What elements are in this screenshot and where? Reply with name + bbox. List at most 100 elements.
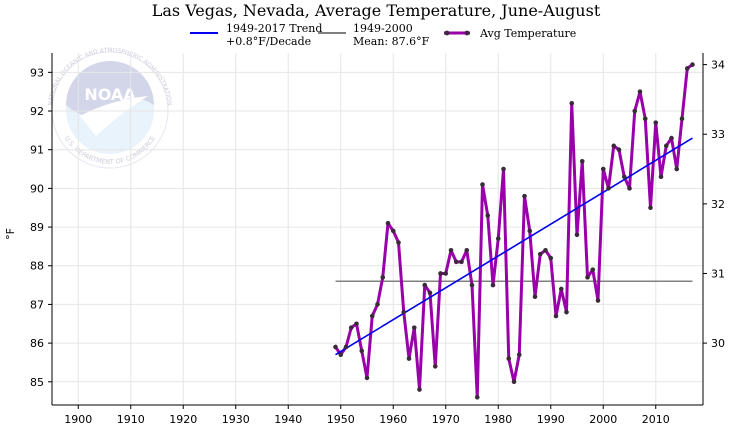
data-point — [558, 286, 564, 292]
y-tick-label: 86 — [30, 337, 44, 350]
data-point — [354, 321, 359, 327]
data-point — [453, 259, 459, 265]
data-point — [406, 356, 412, 361]
data-point — [375, 302, 380, 307]
data-point — [438, 271, 443, 276]
data-point — [663, 143, 669, 149]
data-point — [390, 228, 396, 234]
data-point — [422, 282, 428, 288]
data-point — [364, 375, 370, 381]
x-tick-label: 2010 — [642, 413, 670, 426]
data-point — [474, 394, 480, 400]
data-point — [684, 66, 690, 71]
legend-series-label: Avg Temperature — [479, 27, 576, 40]
legend: 1949-2017 Trend +0.8°F/Decade 1949-2000 … — [190, 22, 576, 48]
data-point — [338, 352, 344, 358]
data-point — [459, 259, 464, 265]
legend-trend-label-1: 1949-2017 Trend — [226, 22, 322, 35]
data-point — [653, 120, 659, 125]
data-point — [464, 247, 470, 253]
data-point — [574, 232, 580, 238]
data-point — [485, 213, 491, 218]
y-tick-label: 90 — [30, 182, 44, 195]
data-point — [569, 100, 575, 106]
y2-tick-label: 33 — [711, 128, 725, 141]
x-tick-label: 1910 — [117, 413, 145, 426]
x-tick-label: 2000 — [589, 413, 617, 426]
data-point — [380, 275, 386, 280]
data-point — [669, 135, 674, 141]
legend-series-marker-right — [464, 30, 470, 36]
x-tick-label: 1900 — [64, 413, 92, 426]
legend-series-marker-left — [444, 30, 450, 36]
data-point — [679, 116, 685, 122]
plot-area — [333, 62, 695, 400]
data-point — [417, 387, 422, 392]
data-point — [411, 325, 417, 330]
data-point — [579, 159, 585, 164]
x-tick-label: 1920 — [169, 413, 197, 426]
data-point — [553, 313, 559, 319]
chart-title: Las Vegas, Nevada, Average Temperature, … — [152, 1, 601, 20]
x-tick-label: 1940 — [274, 413, 302, 426]
data-point — [480, 182, 485, 187]
trend-line — [335, 137, 693, 356]
y-tick-label: 87 — [30, 298, 44, 311]
data-point — [690, 62, 695, 67]
data-point — [401, 309, 407, 315]
y-tick-label: 93 — [30, 66, 44, 79]
data-point — [532, 294, 538, 299]
data-point — [427, 290, 433, 296]
data-point — [537, 251, 543, 257]
data-point — [522, 193, 527, 199]
x-tick-label: 1950 — [327, 413, 355, 426]
data-point — [658, 174, 664, 180]
data-point — [495, 236, 501, 241]
data-point — [432, 364, 438, 369]
data-point — [506, 356, 512, 361]
data-point — [385, 220, 391, 226]
data-point — [637, 89, 643, 94]
axes: 1900 1910 1920 1930 1940 1950 1960 1970 1980 1990… — [30, 53, 725, 426]
data-point — [369, 313, 375, 319]
y-tick-label: 92 — [30, 105, 44, 118]
data-point — [600, 166, 606, 172]
x-tick-label: 1930 — [222, 413, 250, 426]
legend-mean-label-2: Mean: 87.6°F — [353, 35, 430, 48]
x-tick-label: 1990 — [537, 413, 565, 426]
data-point — [396, 240, 401, 245]
data-point — [595, 298, 601, 303]
data-point — [511, 379, 517, 385]
data-point — [527, 228, 533, 234]
data-point — [648, 205, 653, 211]
data-point — [516, 352, 522, 358]
data-point — [490, 282, 496, 288]
legend-trend-label-2: +0.8°F/Decade — [226, 35, 311, 48]
data-point — [348, 325, 354, 330]
data-point — [501, 166, 506, 172]
data-point — [627, 186, 632, 191]
y2-tick-label: 32 — [711, 198, 725, 211]
data-point — [443, 271, 449, 276]
data-point — [548, 255, 554, 261]
y2-tick-label: 30 — [711, 337, 725, 350]
data-point — [642, 116, 648, 122]
data-point — [674, 166, 680, 172]
x-tick-label: 1970 — [432, 413, 460, 426]
data-point — [469, 282, 475, 288]
y-tick-label: 85 — [30, 376, 44, 389]
data-point — [359, 348, 365, 354]
legend-mean-label-1: 1949-2000 — [353, 22, 413, 35]
data-point — [590, 267, 596, 272]
x-tick-label: 1980 — [484, 413, 512, 426]
data-point — [333, 344, 338, 350]
x-tick-label: 1960 — [379, 413, 407, 426]
y-tick-label: 91 — [30, 144, 44, 157]
data-point — [616, 147, 622, 153]
data-point — [621, 174, 627, 180]
data-point — [585, 275, 590, 280]
data-point — [543, 247, 548, 253]
noaa-wordmark: NOAA — [84, 85, 136, 104]
data-point — [606, 186, 611, 191]
data-point — [448, 247, 454, 253]
